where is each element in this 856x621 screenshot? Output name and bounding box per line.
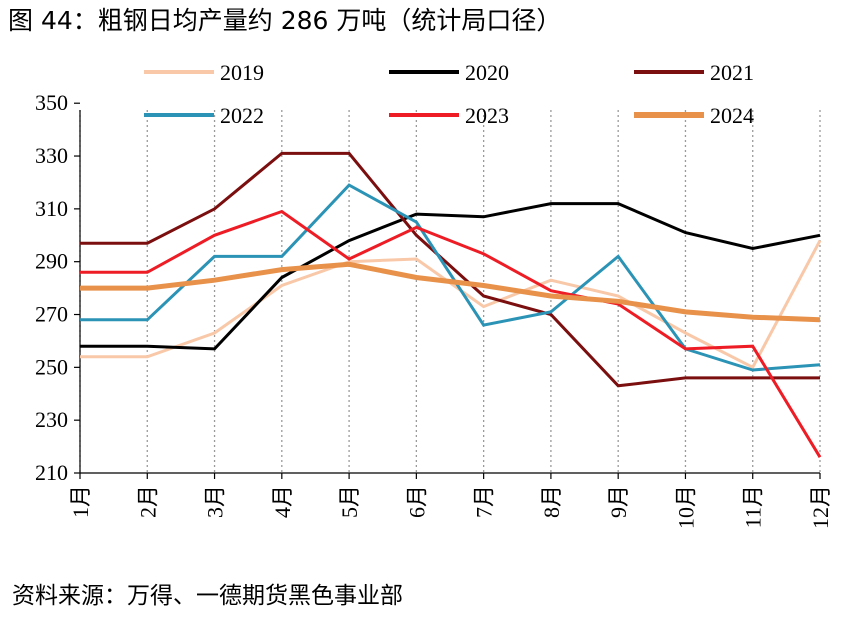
- series-line-2021: [80, 151, 820, 388]
- legend-label-2021: 2021: [710, 60, 754, 85]
- x-tick-label-11: 11月: [741, 485, 766, 528]
- x-tick-label-2: 2月: [135, 485, 160, 518]
- y-tick-label-210: 210: [35, 460, 68, 485]
- x-tick-label-8: 8月: [539, 485, 564, 518]
- figure-source: 资料来源：万得、一德期货黑色事业部: [12, 583, 403, 609]
- x-tick-label-4: 4月: [270, 485, 295, 518]
- legend-label-2020: 2020: [465, 60, 509, 85]
- y-tick-label-330: 330: [35, 143, 68, 168]
- series-line-2022: [80, 183, 821, 372]
- x-tick-label-10: 10月: [673, 485, 698, 529]
- line-chart: 210 230 250 270 290 310 330 350 1月 2月 3月 4月 5月 6月 7月 8月…: [35, 60, 833, 529]
- x-tick-label-7: 7月: [472, 485, 497, 518]
- y-tick-label-250: 250: [35, 354, 68, 379]
- y-tick-label-230: 230: [35, 407, 68, 432]
- legend-label-2023: 2023: [465, 103, 509, 128]
- series-line-2020: [80, 202, 821, 351]
- figure-title: 图 44：粗钢日均产量约 286 万吨（统计局口径）: [8, 6, 562, 35]
- x-tick-label-1: 1月: [68, 485, 93, 518]
- y-tick-label-270: 270: [35, 302, 68, 327]
- legend-label-2022: 2022: [220, 103, 264, 128]
- chart-area: 210 230 250 270 290 310 330 350 1月 2月 3月 4月 5月 6月 7月 8月…: [14, 45, 842, 569]
- x-tick-label-5: 5月: [337, 485, 362, 518]
- x-tick-label-6: 6月: [404, 485, 429, 518]
- series-line-2024: [80, 261, 821, 323]
- series-line-2023: [80, 209, 822, 458]
- legend-label-2019: 2019: [220, 60, 264, 85]
- y-tick-label-310: 310: [35, 196, 68, 221]
- x-tick-label-9: 9月: [606, 485, 631, 518]
- y-tick-label-350: 350: [35, 90, 68, 115]
- legend-label-2024: 2024: [710, 103, 754, 128]
- y-tick-label-290: 290: [35, 249, 68, 274]
- x-tick-label-3: 3月: [203, 485, 228, 518]
- x-tick-label-12: 12月: [808, 485, 833, 529]
